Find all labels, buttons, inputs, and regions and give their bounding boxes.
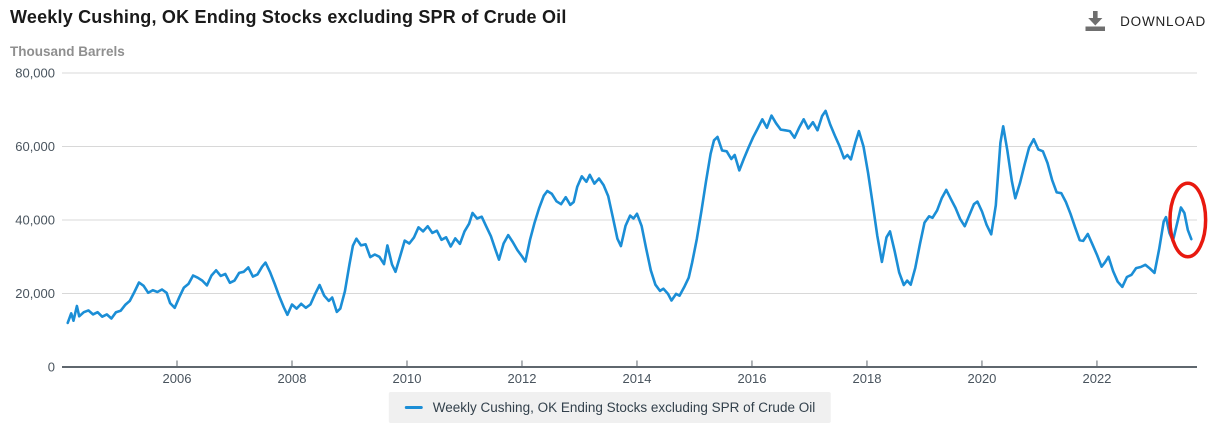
gridlines [62,72,1197,294]
y-tick-label: 40,000 [15,213,55,228]
legend-line-marker [404,406,423,409]
series-line-weekly-cushing-stocks[interactable] [66,109,1193,325]
y-tick-label: 80,000 [15,66,55,81]
x-tick-label: 2016 [738,371,767,386]
y-tick-label: 60,000 [15,139,55,154]
x-tick-label: 2006 [163,371,192,386]
highlight-ellipse-annotation [1168,181,1208,259]
x-tick-label: 2008 [278,371,307,386]
x-axis-ticks [176,360,1098,367]
download-icon [1083,10,1107,32]
x-tick-label: 2020 [967,371,996,386]
x-tick-label: 2014 [623,371,652,386]
x-tick-label: 2012 [508,371,537,386]
legend-label: Weekly Cushing, OK Ending Stocks excludi… [432,400,816,415]
legend-item[interactable]: Weekly Cushing, OK Ending Stocks excludi… [388,392,832,423]
y-tick-label: 20,000 [15,286,55,301]
page-title: Weekly Cushing, OK Ending Stocks excludi… [10,7,567,27]
x-axis-tick-labels: 2006 2008 2010 2012 2014 2016 2018 2020 2022 [163,371,1112,386]
download-button[interactable]: DOWNLOAD [1083,8,1206,34]
x-tick-label: 2010 [393,371,422,386]
y-axis-units-label: Thousand Barrels [10,44,125,59]
download-label: DOWNLOAD [1120,13,1206,29]
y-axis-tick-labels: 0 20,000 40,000 60,000 80,000 [15,66,55,375]
y-tick-label: 0 [48,360,55,375]
x-tick-label: 2018 [853,371,882,386]
x-tick-label: 2022 [1082,371,1111,386]
